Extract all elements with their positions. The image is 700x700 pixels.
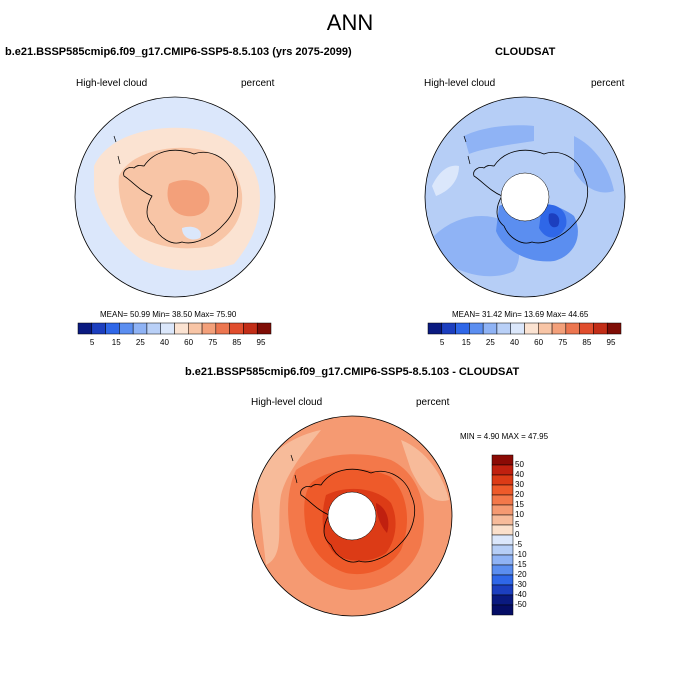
colorbar-tick-label: 60 [534,338,544,347]
colorbar-swatch [229,322,244,335]
colorbar-tick-label: 20 [515,490,524,499]
panel-model-colorbar [77,322,272,335]
colorbar-tick-label: 5 [515,520,520,529]
panel-model-map [74,96,276,298]
panel-diff-units-label: percent [416,397,450,408]
colorbar-tick-label: 30 [515,480,524,489]
colorbar-swatch [146,322,161,335]
colorbar-tick-label: 40 [510,338,519,347]
colorbar-tick-label: 75 [558,338,568,347]
colorbar-tick-label: 40 [515,470,524,479]
colorbar-tick-label: 95 [256,338,266,347]
colorbar-tick-label: 60 [184,338,194,347]
colorbar-swatch [491,454,514,466]
colorbar-swatch [565,322,580,335]
colorbar-swatch [491,504,514,516]
colorbar-swatch [491,534,514,546]
panel-obs-title: CLOUDSAT [495,46,556,58]
panel-model-colorbar-ticks: 5 15 25 40 60 75 85 95 [78,338,271,350]
colorbar-tick-label: -30 [515,580,527,589]
colorbar-swatch [510,322,525,335]
colorbar-tick-label: -10 [515,550,527,559]
colorbar-tick-label: 15 [461,338,471,347]
colorbar-tick-label: -40 [515,590,527,599]
panel-obs-variable-label: High-level cloud [424,78,496,89]
colorbar-swatch [606,322,622,335]
colorbar-tick-label: 25 [135,338,145,347]
colorbar-tick-label: 95 [606,338,616,347]
colorbar-tick-label: -50 [515,600,527,609]
panel-model-variable-label: High-level cloud [76,78,148,89]
panel-diff-map [251,415,453,617]
colorbar-swatch [469,322,484,335]
panel-diff-colorbar-ticks: 50 40 30 20 15 10 5 0 -5 -10 -15 -20 -30 -40 -50 [515,455,545,615]
colorbar-tick-label: -5 [515,540,523,549]
colorbar-swatch [482,322,498,335]
colorbar-swatch [119,322,134,335]
panel-obs-map [424,96,626,298]
panel-obs-stats: MEAN= 31.42 Min= 13.69 Max= 44.65 [452,310,589,319]
colorbar-swatch [491,554,514,566]
colorbar-swatch [491,464,514,476]
colorbar-swatch [455,322,470,335]
colorbar-swatch [243,322,258,335]
panel-model-title: b.e21.BSSP585cmip6.f09_g17.CMIP6-SSP5-8.… [5,46,352,58]
colorbar-swatch [132,322,148,335]
colorbar-swatch [524,322,539,335]
colorbar-swatch [201,322,217,335]
colorbar-swatch [77,322,93,335]
panel-diff-stats: MIN = 4.90 MAX = 47.95 [460,432,549,441]
colorbar-swatch [491,524,514,536]
colorbar-swatch [160,322,175,335]
colorbar-tick-label: 15 [111,338,121,347]
colorbar-swatch [491,594,514,606]
colorbar-swatch [215,322,230,335]
colorbar-tick-label: 25 [485,338,495,347]
colorbar-swatch [441,322,456,335]
colorbar-tick-label: 40 [160,338,169,347]
colorbar-swatch [427,322,443,335]
colorbar-swatch [538,322,553,335]
panel-diff-variable-label: High-level cloud [251,397,323,408]
colorbar-tick-label: 5 [439,338,445,347]
colorbar-tick-label: 75 [208,338,218,347]
colorbar-swatch [551,322,567,335]
colorbar-tick-label: 50 [515,460,524,469]
colorbar-swatch [188,322,203,335]
panel-diff-colorbar [491,454,514,616]
panel-obs-units-label: percent [591,78,625,89]
colorbar-swatch [491,494,514,506]
panel-model-units-label: percent [241,78,275,89]
panel-obs-colorbar-ticks: 5 15 25 40 60 75 85 95 [428,338,621,350]
colorbar-swatch [491,604,514,616]
panel-obs-colorbar [427,322,622,335]
colorbar-swatch [593,322,608,335]
colorbar-swatch [91,322,106,335]
colorbar-tick-label: 85 [582,338,592,347]
colorbar-swatch [491,584,514,596]
panel-model-stats: MEAN= 50.99 Min= 38.50 Max= 75.90 [100,310,237,319]
panel-diff-title: b.e21.BSSP585cmip6.f09_g17.CMIP6-SSP5-8.… [185,366,520,378]
colorbar-swatch [256,322,272,335]
colorbar-swatch [491,564,514,576]
colorbar-tick-label: 10 [515,510,524,519]
colorbar-tick-label: -20 [515,570,527,579]
colorbar-swatch [496,322,511,335]
colorbar-tick-label: 5 [89,338,95,347]
colorbar-tick-label: 0 [515,530,520,539]
colorbar-tick-label: 85 [232,338,242,347]
colorbar-swatch [491,474,514,486]
colorbar-swatch [579,322,594,335]
colorbar-swatch [491,574,514,586]
colorbar-swatch [174,322,189,335]
colorbar-swatch [491,544,514,556]
colorbar-tick-label: -15 [515,560,527,569]
colorbar-swatch [105,322,120,335]
colorbar-swatch [491,484,514,496]
colorbar-swatch [491,514,514,526]
main-title: ANN [326,10,374,35]
colorbar-tick-label: 15 [515,500,524,509]
